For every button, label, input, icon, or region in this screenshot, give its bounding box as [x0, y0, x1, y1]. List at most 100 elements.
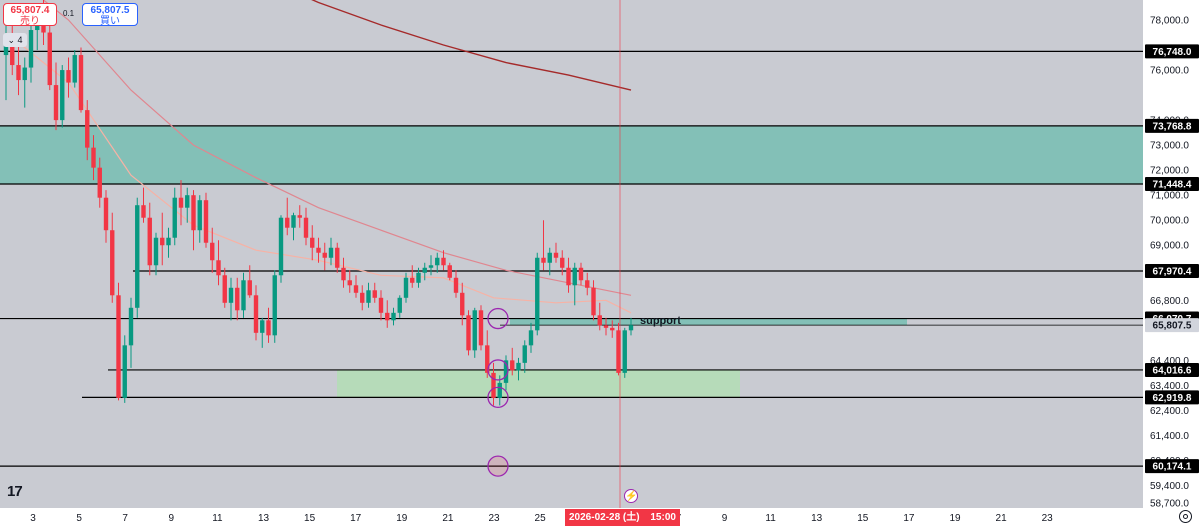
candle [472, 307, 477, 358]
candle [491, 362, 496, 406]
candle-body [610, 327, 615, 331]
candle [285, 197, 290, 236]
candle-body [585, 280, 590, 288]
candle [135, 197, 140, 318]
candle-body [297, 215, 302, 218]
candle [153, 232, 159, 276]
time-axis-tick: 13 [811, 513, 823, 524]
candle-body [391, 312, 396, 321]
candle-body [416, 272, 421, 283]
buy-button[interactable]: 65,807.5 買い [82, 3, 138, 27]
demand-zone [337, 369, 740, 398]
time-axis-tick: 11 [765, 513, 776, 524]
candle [560, 250, 565, 276]
time-axis-tick: 17 [903, 513, 915, 524]
candle-body [435, 257, 440, 266]
candle-body [85, 110, 90, 148]
buy-label: 買い [100, 16, 120, 27]
candle-body [397, 297, 402, 313]
candle [478, 305, 484, 351]
candle [297, 205, 302, 228]
price-axis-tick: 76,000.0 [1150, 66, 1189, 77]
candle [391, 307, 396, 326]
candle [66, 57, 71, 98]
candle-body [335, 247, 340, 268]
candle [85, 100, 90, 161]
candle-body [597, 315, 602, 326]
time-axis-tick: 23 [1042, 513, 1054, 524]
candle [347, 270, 352, 293]
candle-body [172, 197, 177, 238]
cursor-time: 15:00 [650, 512, 676, 523]
sell-price: 65,807.4 [10, 5, 50, 16]
candle-body [222, 275, 227, 303]
candle-body [341, 267, 346, 281]
candle-body [535, 257, 540, 331]
candle [366, 282, 371, 308]
last-price-tag-text: 65,807.5 [1153, 321, 1192, 332]
candle [616, 322, 621, 376]
tradingview-logo-icon[interactable]: 17 [7, 483, 23, 500]
collapse-count: 4 [17, 35, 23, 45]
candle [147, 202, 152, 276]
price-axis-tick: 73,000.0 [1150, 141, 1189, 152]
candle-body [485, 345, 490, 373]
price-axis-tick: 72,000.0 [1150, 166, 1189, 177]
time-axis-tick: 9 [169, 513, 175, 524]
settings-icon[interactable] [1179, 510, 1192, 523]
candle [628, 317, 634, 336]
level-price-tag-text: 71,448.4 [1153, 179, 1192, 190]
candle [610, 320, 615, 338]
sell-button[interactable]: 65,807.4 売り [3, 3, 57, 27]
price-axis-tick: 70,000.0 [1150, 216, 1189, 227]
candle [216, 240, 221, 286]
chevron-down-icon: ⌄ [7, 35, 15, 45]
level-price-tag-text: 76,748.0 [1153, 47, 1192, 58]
candle [422, 262, 427, 281]
candle-body [503, 360, 509, 383]
candle-body [566, 267, 571, 286]
candle-body [441, 257, 446, 266]
candle [72, 50, 77, 88]
collapse-toolbar-button[interactable]: ⌄ 4 [3, 33, 27, 47]
candle [553, 242, 559, 263]
price-axis-tick: 58,700.0 [1150, 498, 1189, 509]
time-axis-tick: 19 [396, 513, 408, 524]
candle-body [428, 265, 434, 268]
level-price-tag-text: 62,919.8 [1153, 393, 1192, 404]
candle-body [322, 252, 327, 258]
candle [316, 237, 321, 263]
candle [116, 282, 121, 401]
marker-circle [487, 386, 509, 409]
candle-body [541, 257, 546, 263]
candle [597, 302, 602, 331]
candle-body [491, 372, 496, 398]
marker-circle [487, 455, 509, 477]
candle [591, 280, 596, 321]
candle [466, 310, 471, 356]
price-axis-tick: 69,000.0 [1150, 241, 1189, 252]
lightning-icon[interactable]: ⚡ [624, 489, 638, 503]
candle-body [460, 292, 465, 316]
candle [260, 317, 265, 348]
candle [178, 180, 184, 226]
candle [303, 207, 309, 246]
level-price-tag-text: 67,970.4 [1153, 267, 1192, 278]
candle [78, 47, 84, 113]
candle [535, 252, 540, 336]
candle [278, 215, 284, 283]
price-axis-background [1143, 0, 1200, 508]
price-axis-tick: 61,400.0 [1150, 431, 1189, 442]
candle-body [591, 287, 596, 316]
candle-body [216, 260, 221, 276]
time-axis-tick: 7 [122, 513, 128, 524]
plot-background [0, 0, 1143, 508]
candle [453, 270, 459, 298]
candle-body [510, 360, 515, 371]
candle-body [53, 85, 59, 121]
time-axis-tick: 21 [996, 513, 1008, 524]
ma-long-line [311, 0, 632, 91]
candle-body [447, 265, 452, 278]
candle-body [272, 275, 277, 336]
